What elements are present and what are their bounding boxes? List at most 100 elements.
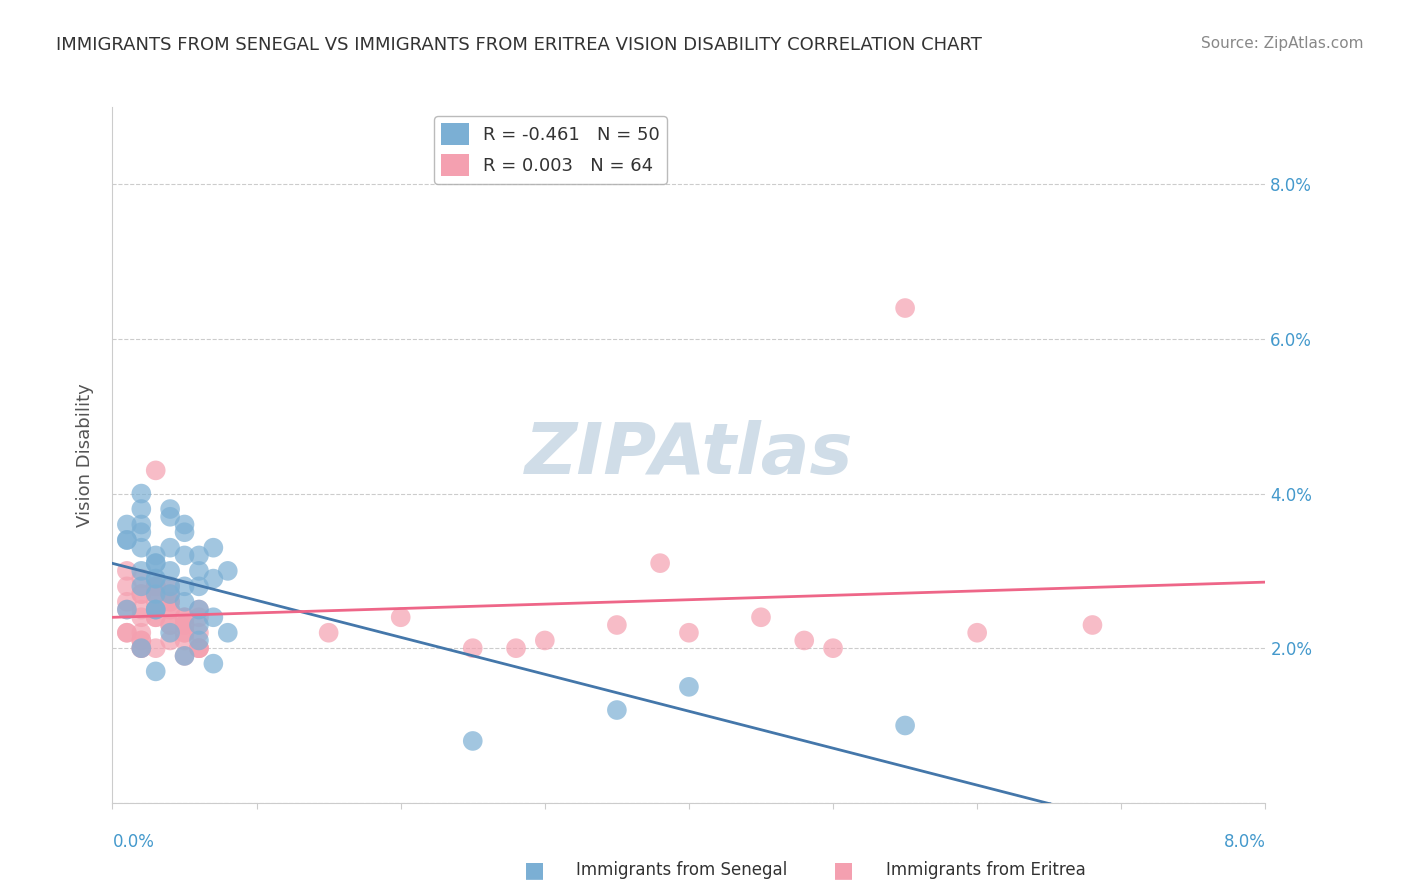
Point [129,625,153,640]
Point [173,648,195,663]
Point [115,625,138,640]
Point [894,301,917,315]
Point [115,564,138,578]
Point [217,564,239,578]
Point [793,633,815,648]
Point [202,541,225,555]
Point [129,641,153,656]
Point [159,602,181,616]
Point [173,549,195,563]
Point [749,610,772,624]
Point [461,641,484,656]
Point [202,657,225,671]
Point [188,564,211,578]
Point [129,517,153,532]
Point [145,579,167,593]
Text: Immigrants from Eritrea: Immigrants from Eritrea [886,861,1085,879]
Point [159,633,181,648]
Text: 8.0%: 8.0% [1223,833,1265,851]
Point [966,625,988,640]
Point [129,587,153,601]
Point [129,641,153,656]
Point [145,602,167,616]
Point [145,641,167,656]
Point [145,572,167,586]
Point [115,517,138,532]
Point [115,625,138,640]
Point [217,625,239,640]
Point [173,579,195,593]
Point [159,602,181,616]
Point [894,718,917,732]
Point [129,633,153,648]
Point [159,579,181,593]
Point [159,587,181,601]
Point [129,541,153,555]
Point [145,549,167,563]
Point [145,665,167,679]
Point [606,703,628,717]
Point [145,556,167,570]
Point [145,602,167,616]
Point [533,633,555,648]
Point [173,610,195,624]
Point [188,641,211,656]
Point [318,625,340,640]
Point [188,618,211,632]
Point [115,602,138,616]
Point [173,625,195,640]
Text: ■: ■ [524,860,544,880]
Point [159,587,181,601]
Point [129,587,153,601]
Point [188,641,211,656]
Point [115,595,138,609]
Point [389,610,412,624]
Text: ■: ■ [834,860,853,880]
Point [188,602,211,616]
Point [145,579,167,593]
Point [145,587,167,601]
Text: ZIPAtlas: ZIPAtlas [524,420,853,490]
Point [145,556,167,570]
Point [173,633,195,648]
Point [173,618,195,632]
Point [145,463,167,477]
Point [159,509,181,524]
Point [173,595,195,609]
Point [188,610,211,624]
Point [129,486,153,500]
Y-axis label: Vision Disability: Vision Disability [76,383,94,527]
Point [173,517,195,532]
Point [129,502,153,516]
Text: Immigrants from Senegal: Immigrants from Senegal [576,861,787,879]
Point [145,610,167,624]
Point [202,572,225,586]
Point [159,564,181,578]
Point [461,734,484,748]
Point [129,602,153,616]
Point [173,525,195,540]
Point [159,579,181,593]
Point [648,556,672,570]
Point [159,618,181,632]
Point [188,641,211,656]
Point [129,525,153,540]
Point [145,579,167,593]
Point [821,641,844,656]
Point [173,618,195,632]
Point [129,610,153,624]
Point [173,610,195,624]
Point [145,587,167,601]
Point [115,533,138,547]
Point [173,625,195,640]
Point [129,633,153,648]
Legend: R = -0.461   N = 50, R = 0.003   N = 64: R = -0.461 N = 50, R = 0.003 N = 64 [434,116,666,184]
Point [129,579,153,593]
Point [188,633,211,648]
Point [145,610,167,624]
Point [188,602,211,616]
Point [115,579,138,593]
Point [188,549,211,563]
Point [188,625,211,640]
Point [678,625,700,640]
